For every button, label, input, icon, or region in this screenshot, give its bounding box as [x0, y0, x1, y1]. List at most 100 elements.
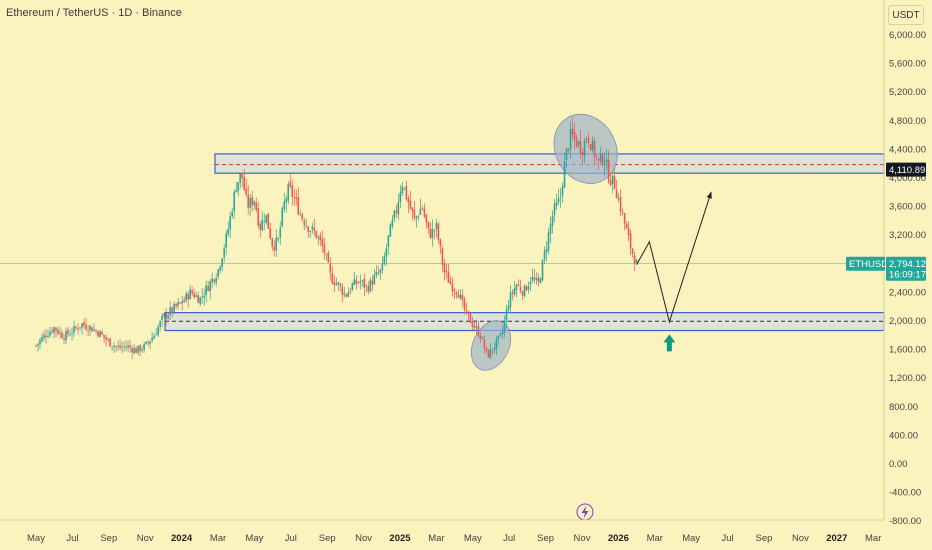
candle-body	[209, 281, 211, 292]
candle-body	[511, 292, 514, 294]
candle-body	[515, 284, 518, 291]
candle-body	[139, 345, 141, 352]
y-tick-label: 2,400.00	[889, 287, 926, 298]
y-tick-label: 1,600.00	[889, 345, 926, 356]
candle-body	[615, 190, 618, 199]
candle-body	[375, 271, 378, 275]
candle-body	[485, 347, 488, 351]
x-tick-label: Sep	[756, 533, 773, 544]
candle-body	[353, 278, 356, 285]
candle-body	[39, 340, 41, 344]
candle-body	[121, 347, 123, 348]
candle-body	[249, 198, 252, 209]
candle-body	[93, 329, 95, 331]
candle-body	[37, 343, 39, 346]
candle-body	[487, 350, 490, 358]
candle-body	[491, 349, 494, 351]
y-tick-label: 6,000.00	[889, 30, 926, 41]
candle-body	[403, 187, 406, 189]
candle-body	[499, 333, 502, 336]
currency-button[interactable]: USDT	[888, 5, 924, 25]
x-tick-label: Nov	[574, 533, 591, 544]
candle-body	[95, 330, 97, 332]
candle-body	[635, 259, 638, 263]
x-tick-label: Nov	[137, 533, 154, 544]
candle-body	[181, 301, 183, 304]
candle-body	[497, 335, 500, 340]
candle-body	[221, 258, 223, 268]
candle-body	[171, 307, 173, 313]
candle-body	[213, 279, 215, 282]
candle-body	[349, 290, 352, 292]
candle-body	[269, 228, 272, 239]
candle-body	[527, 285, 530, 290]
candle-body	[103, 334, 105, 338]
y-tick-label: 1,200.00	[889, 373, 926, 384]
candle-body	[287, 184, 290, 201]
candle-body	[573, 132, 576, 139]
candle-body	[603, 163, 606, 166]
candle-body	[259, 223, 262, 230]
candle-body	[415, 216, 418, 219]
candle-body	[377, 272, 380, 274]
candle-body	[99, 331, 101, 338]
candle-body	[423, 208, 426, 217]
y-tick-label: 5,200.00	[889, 87, 926, 98]
y-tick-label: 3,600.00	[889, 202, 926, 213]
candle-body	[261, 219, 264, 231]
candle-body	[413, 210, 416, 218]
candle-body	[265, 215, 268, 223]
candle-body	[435, 222, 438, 230]
x-tick-label: Jul	[503, 533, 515, 544]
candle-body	[153, 335, 155, 339]
x-tick-label: 2026	[608, 533, 629, 544]
candle-body	[541, 259, 544, 280]
candle-body	[465, 309, 468, 311]
candle-body	[183, 300, 185, 303]
candle-body	[473, 325, 476, 328]
candle-body	[285, 198, 288, 203]
candle-body	[525, 286, 528, 291]
y-tick-label: 5,600.00	[889, 59, 926, 70]
candle-body	[355, 280, 358, 284]
y-tick-label: -400.00	[889, 488, 921, 499]
candle-body	[223, 248, 225, 258]
candle-body	[339, 284, 342, 287]
candle-body	[271, 238, 274, 247]
candle-body	[241, 173, 244, 178]
candle-body	[69, 334, 71, 336]
candle-body	[229, 216, 231, 230]
candle-body	[55, 327, 57, 331]
candle-body	[215, 278, 217, 283]
candle-body	[195, 295, 197, 297]
candle-body	[141, 349, 143, 351]
x-tick-label: May	[245, 533, 263, 544]
candle-body	[453, 289, 456, 292]
candle-body	[445, 270, 448, 273]
candle-body	[49, 331, 51, 336]
candle-body	[167, 315, 169, 319]
y-tick-label: 4,800.00	[889, 116, 926, 127]
candle-body	[193, 293, 195, 298]
y-tick-label: 2,000.00	[889, 316, 926, 327]
candle-body	[623, 213, 626, 224]
candle-body	[205, 285, 207, 295]
candle-body	[115, 345, 117, 347]
candle-body	[369, 279, 372, 292]
candle-body	[109, 338, 111, 347]
candle-body	[383, 256, 386, 264]
projection-arrowhead	[706, 191, 712, 199]
candle-body	[391, 219, 394, 227]
candle-body	[217, 269, 219, 277]
candle-body	[381, 263, 384, 270]
candle-body	[233, 191, 235, 212]
candle-body	[569, 129, 572, 150]
candle-body	[97, 331, 99, 337]
chart-title: Ethereum / TetherUS · 1D · Binance	[6, 7, 182, 19]
candle-body	[373, 274, 376, 284]
candle-body	[503, 321, 506, 333]
candle-body	[447, 271, 450, 283]
candle-body	[605, 159, 608, 163]
